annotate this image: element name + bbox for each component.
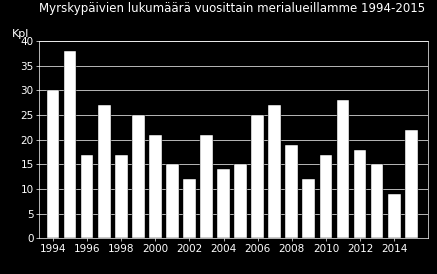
Bar [336,100,349,238]
Bar [405,130,418,238]
Text: Kpl: Kpl [12,29,29,39]
Bar [268,105,281,238]
Bar [166,164,179,238]
Bar [319,155,332,238]
Bar [234,164,247,238]
Bar [132,115,145,238]
Text: Myrskypäivien lukumäärä vuosittain merialueillamme 1994-2015: Myrskypäivien lukumäärä vuosittain meria… [39,2,426,15]
Bar [64,51,76,238]
Bar [371,164,384,238]
Bar [98,105,111,238]
Bar [302,179,315,238]
Bar [251,115,264,238]
Bar [217,169,230,238]
Bar [200,135,213,238]
Bar [81,155,94,238]
Bar [354,150,366,238]
Bar [285,145,298,238]
Bar [47,90,59,238]
Bar [183,179,196,238]
Bar [388,194,401,238]
Bar [115,155,128,238]
Bar [149,135,162,238]
